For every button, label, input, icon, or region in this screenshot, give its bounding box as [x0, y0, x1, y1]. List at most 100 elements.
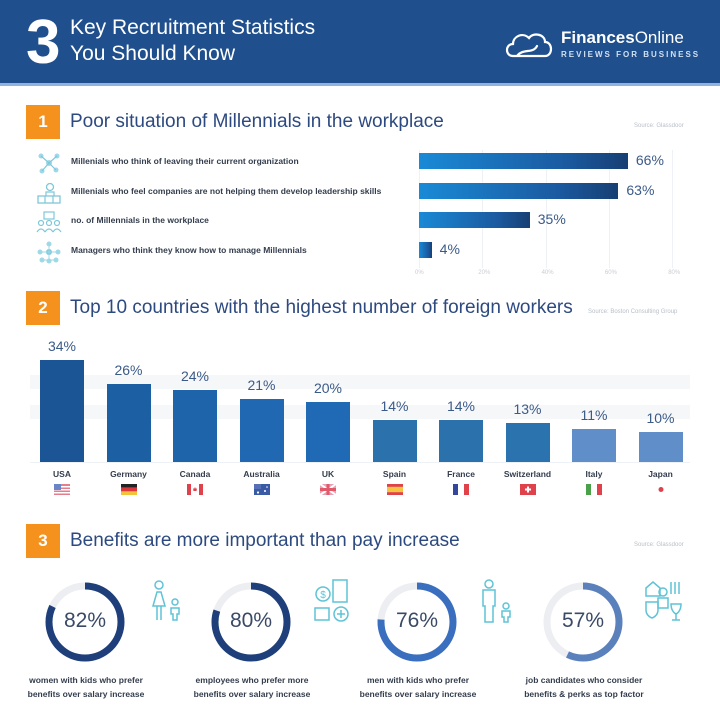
stat-bar: [419, 241, 432, 258]
donut-gauge: [377, 582, 457, 662]
svg-text:$: $: [320, 590, 326, 601]
axis-tick-label: 60%: [604, 270, 617, 276]
mother-child-icon: [152, 580, 180, 621]
donut-gauge: [45, 582, 125, 662]
leader-podium-icon: [37, 182, 61, 204]
country-bar: [40, 360, 84, 462]
usa-flag-icon: [54, 484, 70, 495]
germany-flag-icon: [120, 484, 137, 495]
perks-icon: [645, 581, 682, 621]
axis-tick-label: 20%: [478, 270, 491, 276]
donut-gauge: [211, 582, 291, 662]
country-value: 13%: [513, 401, 542, 417]
section-1-source: Source: Glassdoor: [634, 123, 684, 129]
country-name: Germany: [110, 469, 147, 479]
stat-row: Millenials who feel companies are not he…: [36, 182, 716, 204]
country-value: 14%: [380, 398, 409, 414]
country-bar: [306, 402, 350, 462]
uk-flag-icon: [320, 484, 336, 495]
country-name: Australia: [243, 469, 280, 479]
money-benefits-icon: $: [314, 579, 349, 622]
country-name: Japan: [648, 469, 673, 479]
country-name: Canada: [179, 469, 211, 479]
gauge-description: men with kids who prefer benefits over sa…: [359, 675, 477, 699]
country-name: France: [447, 469, 475, 479]
logo-tagline: REVIEWS FOR BUSINESS: [561, 50, 701, 59]
stat-label: Millenials who think of leaving their cu…: [71, 156, 299, 166]
country-bar: [106, 384, 151, 462]
gauge-description: women with kids who prefer benefits over …: [27, 675, 145, 699]
gridline: [482, 150, 484, 268]
page-title: Key Recruitment Statistics You Should Kn…: [70, 15, 315, 67]
country-value: 34%: [47, 338, 77, 354]
gauge-value: 82%: [63, 609, 107, 632]
stat-bar: [419, 212, 530, 228]
country-bar: [439, 420, 483, 462]
chart-baseline: [30, 462, 690, 463]
country-bar: [239, 399, 284, 462]
gridline: [608, 150, 610, 268]
switzerland-flag-icon: [519, 484, 536, 495]
australia-flag-icon: [253, 484, 270, 495]
country-value: 21%: [247, 377, 276, 393]
section-3-badge: 3: [26, 524, 60, 558]
gridline: [672, 150, 674, 268]
canada-flag-icon: [187, 484, 203, 495]
section-1-title: Poor situation of Millennials in the wor…: [70, 111, 444, 132]
country-bar: [173, 390, 217, 462]
section-3-title: Benefits are more important than pay inc…: [70, 530, 460, 551]
stat-label: Managers who think they know how to mana…: [71, 244, 307, 255]
stat-row: Managers who think they know how to mana…: [36, 241, 716, 263]
country-value: 10%: [646, 410, 675, 426]
country-name: USA: [53, 469, 71, 479]
country-bar: [638, 432, 683, 462]
country-value: 11%: [580, 407, 608, 423]
network-people-icon: [38, 153, 60, 174]
section-1-badge: 1: [26, 105, 60, 139]
country-value: 24%: [180, 368, 210, 384]
country-name: UK: [321, 469, 335, 479]
country-name: Spain: [382, 469, 407, 479]
section-2-title: Top 10 countries with the highest number…: [70, 297, 573, 318]
section-3-source: Source: Glassdoor: [634, 542, 684, 548]
section-2-source: Source: Boston Consulting Group: [588, 309, 678, 315]
country-name: Switzerland: [503, 469, 552, 479]
axis-tick-label: 40%: [541, 270, 554, 276]
italy-flag-icon: [586, 484, 602, 495]
gauge-description: job candidates who consider benefits & pe…: [524, 675, 644, 699]
country-name: Italy: [585, 469, 603, 479]
stat-value: 35%: [537, 211, 566, 227]
country-bar: [505, 423, 550, 462]
workplace-team-icon: [36, 211, 62, 233]
gridline: [419, 150, 420, 268]
spain-flag-icon: [386, 484, 403, 495]
section-2-badge: 2: [26, 291, 60, 325]
country-bar: [572, 429, 616, 462]
stat-row: no. of Millennials in the workplace: [36, 211, 716, 233]
title-line-1: Key Recruitment Statistics: [70, 16, 316, 39]
country-value: 20%: [313, 380, 343, 396]
header-banner: 3 Key Recruitment Statistics You Should …: [0, 0, 720, 86]
logo-name: FinancesOnline: [561, 28, 684, 47]
france-flag-icon: [453, 484, 469, 495]
axis-tick-label: 0%: [415, 270, 424, 276]
stat-label: Millenials who feel companies are not he…: [71, 185, 382, 196]
title-line-2: You Should Know: [70, 42, 236, 65]
stat-value: 63%: [626, 181, 655, 198]
stat-label: no. of Millennials in the workplace: [71, 215, 209, 225]
country-value: 14%: [446, 398, 476, 414]
stat-bar: [419, 182, 619, 199]
japan-flag-icon: [652, 484, 669, 495]
cloud-logo-icon: [505, 33, 553, 58]
financesonline-logo[interactable]: FinancesOnline REVIEWS FOR BUSINESS: [503, 28, 703, 64]
manager-hierarchy-icon: [37, 241, 61, 263]
gauge-value: 76%: [395, 609, 439, 632]
gauge-description: employees who prefer more benefits over s…: [193, 675, 311, 699]
gauge-value: 80%: [229, 609, 273, 632]
chart-band: [30, 375, 690, 389]
father-child-icon: [482, 579, 511, 623]
stat-value: 4%: [439, 240, 460, 257]
gridline: [545, 150, 547, 268]
country-value: 26%: [114, 362, 143, 378]
stat-row: Millenials who think of leaving their cu…: [36, 153, 716, 174]
